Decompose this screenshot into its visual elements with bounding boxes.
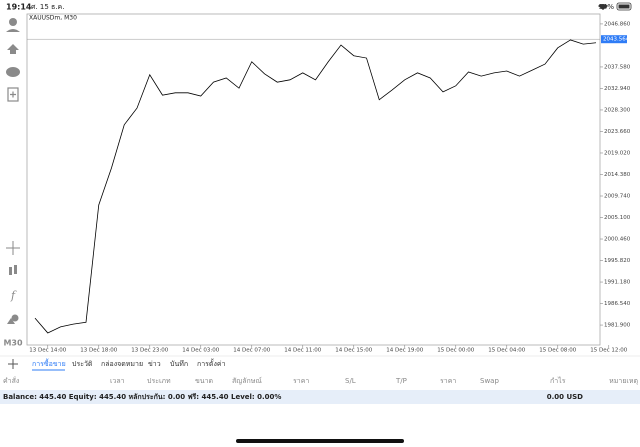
y-tick-label: 1995.820 (604, 258, 631, 264)
chat-icon[interactable] (6, 67, 20, 77)
y-tick-label: 2005.100 (604, 215, 631, 221)
x-tick-label: 14 Dec 07:00 (233, 348, 270, 354)
x-tick-label: 13 Dec 18:00 (80, 348, 117, 354)
x-tick-label: 14 Dec 19:00 (386, 348, 423, 354)
balance-summary: Balance: 445.40 Equity: 445.40 หลักประกั… (3, 393, 281, 401)
y-tick-label: 2014.380 (604, 172, 631, 178)
table-header: คำสั่ง เวลา ประเภท ขนาด สัญลักษณ์ ราคา S/L T/P ร… (3, 376, 638, 385)
y-tick-label: 1991.180 (604, 280, 631, 286)
y-tick-label: 2023.660 (604, 129, 631, 135)
column-header: เวลา (110, 377, 125, 385)
tab[interactable]: การตั้งค่า (197, 357, 226, 368)
trade-icon[interactable] (7, 44, 19, 54)
home-indicator (236, 439, 404, 443)
x-tick-label: 13 Dec 23:00 (131, 348, 168, 354)
x-tick-label: 14 Dec 11:00 (284, 348, 321, 354)
current-price-label: 2043.564 (603, 37, 630, 43)
price-line (34, 39, 597, 334)
tab-bar: การซื้อขาย ประวัติ กล่องจดหมาย ข่าว บันทึก กา… (32, 357, 226, 371)
y-tick-label: 2000.460 (604, 237, 631, 243)
battery-icon (616, 2, 632, 11)
chart-frame (26, 13, 601, 346)
new-order-icon[interactable] (7, 87, 19, 102)
indicator-icon[interactable]: f (10, 289, 17, 302)
current-price-box (601, 35, 627, 44)
column-header: ประเภท (147, 377, 171, 385)
add-button[interactable] (8, 359, 18, 369)
balance-row (0, 390, 640, 404)
y-tick-label: 2032.940 (604, 86, 631, 92)
new-order-plus[interactable] (10, 91, 16, 98)
tab[interactable]: กล่องจดหมาย (101, 360, 143, 368)
account-icon-body[interactable] (6, 29, 20, 32)
column-header: S/L (345, 377, 356, 385)
x-tick-label: 14 Dec 15:00 (335, 348, 372, 354)
crosshair-icon[interactable] (6, 241, 20, 255)
candles-icon[interactable] (9, 267, 12, 275)
account-icon[interactable] (9, 18, 17, 26)
x-tick-label: 15 Dec 04:00 (488, 348, 525, 354)
tab[interactable]: ประวัติ (72, 360, 93, 368)
column-header: สัญลักษณ์ (232, 377, 262, 385)
y-tick-label: 2037.580 (604, 64, 631, 70)
balance-total: 0.00 USD (547, 393, 583, 401)
status-time: 19:14 (6, 3, 32, 12)
y-tick-label: 1981.900 (604, 323, 631, 329)
column-header: ขนาด (195, 377, 213, 385)
tab[interactable]: บันทึก (170, 359, 188, 368)
x-tick-label: 14 Dec 03:00 (182, 348, 219, 354)
y-tick-label: 2046.860 (604, 21, 631, 27)
timeframe-button[interactable]: M30 (3, 339, 23, 348)
tab[interactable]: การซื้อขาย (32, 357, 66, 368)
x-tick-label: 15 Dec 00:00 (437, 348, 474, 354)
x-tick-label: 15 Dec 12:00 (590, 348, 627, 354)
battery-level (618, 4, 630, 9)
status-date: ศ. 15 ธ.ค. (31, 3, 64, 11)
wifi-icon (598, 4, 608, 10)
column-header: คำสั่ง (3, 376, 19, 385)
x-tick-label: 13 Dec 14:00 (29, 348, 66, 354)
column-header: ราคา (440, 377, 456, 385)
column-header: หมายเหตุ (609, 377, 638, 385)
y-tick-label: 2009.740 (604, 194, 631, 200)
column-header: ราคา (293, 377, 309, 385)
column-header: T/P (395, 377, 407, 385)
column-header: Swap (480, 377, 499, 385)
chart-title: XAUUSDm, M30 (29, 15, 77, 22)
x-tick-label: 15 Dec 08:00 (539, 348, 576, 354)
candles-icon-2[interactable] (14, 265, 17, 274)
column-header: กำไร (550, 376, 566, 385)
y-tick-label: 2019.020 (604, 150, 631, 156)
tab[interactable]: ข่าว (148, 360, 161, 368)
plot: 1981.900 1986.540 1991.180 1995.820 2000.460… (27, 21, 631, 354)
objects-icon[interactable] (11, 314, 19, 322)
toolbar: f M30 (3, 18, 23, 369)
y-tick-label: 2028.300 (604, 107, 631, 113)
objects-icon-2[interactable] (7, 318, 15, 324)
y-tick-label: 1986.540 (604, 301, 631, 307)
